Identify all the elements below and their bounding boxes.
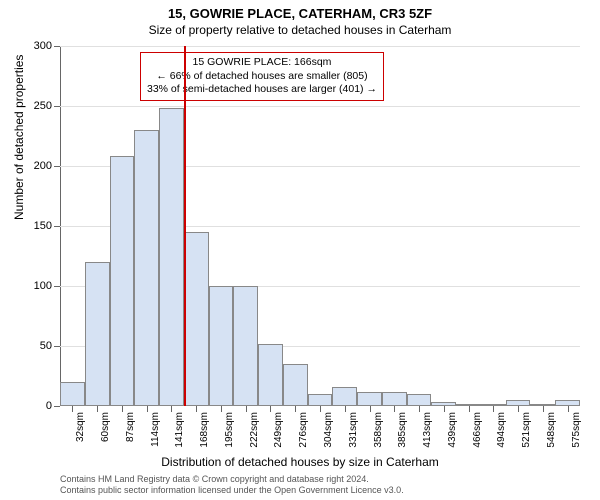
x-tick-label: 521sqm xyxy=(521,412,532,448)
x-tick xyxy=(543,406,544,412)
x-tick-label: 276sqm xyxy=(298,412,309,448)
x-tick xyxy=(196,406,197,412)
x-tick xyxy=(444,406,445,412)
x-tick xyxy=(469,406,470,412)
x-tick-label: 385sqm xyxy=(397,412,408,448)
histogram-bar xyxy=(407,394,432,406)
x-tick xyxy=(518,406,519,412)
annotation-box: 15 GOWRIE PLACE: 166sqm ← 66% of detache… xyxy=(140,52,384,101)
y-tick xyxy=(54,286,60,287)
x-tick-label: 32sqm xyxy=(75,412,86,442)
histogram-bar xyxy=(332,387,357,406)
y-axis-label: Number of detached properties xyxy=(12,55,26,220)
y-tick-label: 200 xyxy=(34,160,52,172)
gridline xyxy=(60,46,580,47)
histogram-bar xyxy=(134,130,159,406)
annotation-line: 33% of semi-detached houses are larger (… xyxy=(147,83,377,97)
chart-container: 15, GOWRIE PLACE, CATERHAM, CR3 5ZF Size… xyxy=(0,0,600,500)
property-marker-line xyxy=(184,46,186,406)
x-tick-label: 466sqm xyxy=(472,412,483,448)
x-tick-label: 168sqm xyxy=(199,412,210,448)
x-tick-label: 195sqm xyxy=(224,412,235,448)
x-tick-label: 60sqm xyxy=(100,412,111,442)
x-tick xyxy=(270,406,271,412)
y-tick xyxy=(54,106,60,107)
footer: Contains HM Land Registry data © Crown c… xyxy=(60,474,404,496)
x-tick-label: 439sqm xyxy=(447,412,458,448)
page-subtitle: Size of property relative to detached ho… xyxy=(0,21,600,37)
x-tick xyxy=(122,406,123,412)
histogram-bar xyxy=(233,286,258,406)
annotation-line: 15 GOWRIE PLACE: 166sqm xyxy=(147,56,377,70)
histogram-bar xyxy=(110,156,135,406)
y-tick-label: 250 xyxy=(34,100,52,112)
y-tick xyxy=(54,406,60,407)
x-tick-label: 304sqm xyxy=(323,412,334,448)
histogram-bar xyxy=(308,394,333,406)
footer-line: Contains public sector information licen… xyxy=(60,485,404,496)
y-tick xyxy=(54,226,60,227)
x-tick-label: 114sqm xyxy=(150,412,161,447)
x-tick-label: 331sqm xyxy=(348,412,359,448)
x-tick xyxy=(345,406,346,412)
x-tick xyxy=(419,406,420,412)
x-tick-label: 222sqm xyxy=(249,412,260,448)
x-tick xyxy=(370,406,371,412)
x-tick xyxy=(568,406,569,412)
x-tick-label: 141sqm xyxy=(174,412,185,448)
y-tick xyxy=(54,346,60,347)
x-tick-label: 575sqm xyxy=(571,412,582,448)
y-tick xyxy=(54,46,60,47)
annotation-line: ← 66% of detached houses are smaller (80… xyxy=(147,70,377,84)
x-tick xyxy=(147,406,148,412)
y-tick-label: 150 xyxy=(34,220,52,232)
x-axis-label: Distribution of detached houses by size … xyxy=(0,455,600,469)
histogram-bar xyxy=(357,392,382,406)
histogram-bar xyxy=(60,382,85,406)
x-tick-label: 413sqm xyxy=(422,412,433,448)
histogram-bar xyxy=(85,262,110,406)
y-tick-label: 0 xyxy=(46,400,52,412)
histogram-bar xyxy=(184,232,209,406)
x-tick-label: 494sqm xyxy=(496,412,507,448)
histogram-bar xyxy=(283,364,308,406)
x-tick xyxy=(97,406,98,412)
gridline xyxy=(60,106,580,107)
x-tick-label: 87sqm xyxy=(125,412,136,442)
x-tick xyxy=(72,406,73,412)
y-tick-label: 100 xyxy=(34,280,52,292)
x-tick-label: 548sqm xyxy=(546,412,557,448)
histogram-bar xyxy=(159,108,184,406)
x-tick xyxy=(320,406,321,412)
histogram-bar xyxy=(209,286,234,406)
page-title: 15, GOWRIE PLACE, CATERHAM, CR3 5ZF xyxy=(0,0,600,21)
x-tick-label: 358sqm xyxy=(373,412,384,448)
histogram-bar xyxy=(258,344,283,406)
x-tick xyxy=(221,406,222,412)
x-tick xyxy=(394,406,395,412)
x-tick xyxy=(295,406,296,412)
footer-line: Contains HM Land Registry data © Crown c… xyxy=(60,474,404,485)
y-tick xyxy=(54,166,60,167)
x-tick xyxy=(246,406,247,412)
x-tick xyxy=(171,406,172,412)
chart-area: 15 GOWRIE PLACE: 166sqm ← 66% of detache… xyxy=(60,46,580,406)
histogram-bar xyxy=(382,392,407,406)
y-tick-label: 50 xyxy=(40,340,52,352)
y-tick-label: 300 xyxy=(34,40,52,52)
x-tick xyxy=(493,406,494,412)
x-tick-label: 249sqm xyxy=(273,412,284,448)
